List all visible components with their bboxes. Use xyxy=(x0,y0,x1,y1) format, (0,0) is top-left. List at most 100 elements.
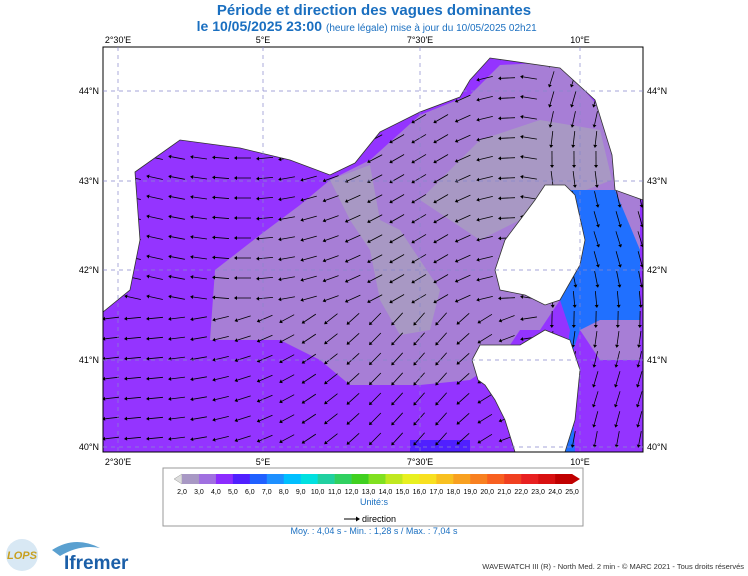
wave-arrowhead xyxy=(367,239,371,244)
colorbar-swatch xyxy=(419,474,437,484)
wave-arrow xyxy=(215,395,229,401)
wave-arrowhead xyxy=(640,244,643,248)
update-note: (heure légale) mise à jour du 10/05/2025… xyxy=(326,23,537,34)
wave-arrow xyxy=(171,396,185,400)
wave-arrow xyxy=(148,396,164,400)
wave-arrow xyxy=(258,296,274,300)
wave-arrow xyxy=(149,276,163,280)
wave-arrowhead xyxy=(212,437,216,442)
wave-arrowhead xyxy=(168,376,172,381)
wave-arrowhead xyxy=(454,119,459,123)
wave-arrowhead xyxy=(476,77,480,82)
wave-arrowhead xyxy=(367,279,371,284)
lat-label: 43°N xyxy=(647,176,667,186)
wave-arrowhead xyxy=(103,376,106,381)
wave-arrow xyxy=(391,134,405,142)
wave-arrow xyxy=(171,356,185,360)
wave-arrowhead xyxy=(456,321,461,325)
wave-arrow xyxy=(171,436,185,440)
colorbar-label: 17,0 xyxy=(430,489,444,496)
wave-arrowhead xyxy=(636,364,641,368)
wave-arrowhead xyxy=(212,275,216,280)
wave-arrow xyxy=(148,356,164,360)
wave-arrowhead xyxy=(548,84,552,88)
wave-arrowhead xyxy=(124,416,128,421)
wave-arrowhead xyxy=(369,341,373,346)
wave-arrow xyxy=(281,354,295,362)
wave-arrowhead xyxy=(369,441,373,446)
wave-arrowhead xyxy=(103,336,106,341)
wave-arrow xyxy=(347,214,361,222)
wave-arrow xyxy=(193,436,207,440)
wave-arrow xyxy=(500,77,516,79)
wave-arrow xyxy=(104,396,120,400)
wave-arrowhead xyxy=(124,294,128,299)
wave-arrowhead xyxy=(301,420,306,424)
wave-arrowhead xyxy=(413,321,417,326)
colorbar-swatch xyxy=(283,474,301,484)
wave-arrowhead xyxy=(617,204,622,208)
wave-arrow xyxy=(457,234,471,242)
wave-arrow xyxy=(615,211,621,225)
wave-arrow xyxy=(303,353,317,363)
wave-arrowhead xyxy=(592,384,596,388)
wave-arrow xyxy=(571,91,577,105)
wave-arrow xyxy=(214,157,230,159)
wave-arrow xyxy=(501,315,515,321)
wave-arrow xyxy=(259,434,273,442)
wave-arrow xyxy=(594,191,598,205)
colorbar-swatch xyxy=(198,474,217,484)
legend-direction: direction xyxy=(362,514,396,524)
wave-arrowhead xyxy=(279,419,283,424)
wave-arrow xyxy=(326,393,338,403)
wave-arrow xyxy=(415,312,425,324)
wave-arrow xyxy=(193,176,207,180)
wave-arrowhead xyxy=(637,324,642,328)
wave-arrowhead xyxy=(324,320,328,325)
wave-arrowhead xyxy=(190,377,194,382)
wave-arrowhead xyxy=(212,215,216,220)
wave-arrow xyxy=(171,416,185,420)
colorbar-label: 16,0 xyxy=(413,489,427,496)
wave-arrowhead xyxy=(411,279,415,284)
wave-arrow xyxy=(214,177,230,179)
footer: WAVEWATCH III (R) - North Med. 2 min - ©… xyxy=(482,562,744,571)
wave-arrowhead xyxy=(346,441,351,445)
wave-arrowhead xyxy=(477,439,482,444)
wave-arrow xyxy=(437,332,447,344)
wave-arrow xyxy=(104,316,120,320)
wave-arrowhead xyxy=(234,215,238,220)
wave-arrowhead xyxy=(190,255,194,259)
wave-arrowhead xyxy=(498,216,502,221)
wave-arrowhead xyxy=(476,277,480,282)
wave-arrowhead xyxy=(572,164,577,168)
wave-arrow xyxy=(148,316,164,320)
colorbar-swatch xyxy=(555,474,573,484)
wave-arrowhead xyxy=(548,124,553,128)
colorbar-swatch xyxy=(334,474,352,484)
sea-blue-violet xyxy=(410,440,470,452)
wave-arrowhead xyxy=(279,399,283,404)
wave-arrowhead xyxy=(146,234,150,239)
wave-arrowhead xyxy=(301,400,306,404)
wave-arrow xyxy=(458,313,470,323)
wave-arrowhead xyxy=(256,378,261,383)
wave-arrowhead xyxy=(411,139,415,144)
wave-arrow xyxy=(303,373,317,383)
wave-arrowhead xyxy=(278,197,282,202)
wave-arrow xyxy=(413,154,427,162)
wave-arrow xyxy=(500,97,516,99)
wave-arrow xyxy=(104,416,120,420)
wave-arrowhead xyxy=(212,337,216,342)
wave-arrowhead xyxy=(322,238,327,243)
wave-arrow xyxy=(127,296,141,300)
wave-arrow xyxy=(615,391,621,405)
wave-arrowhead xyxy=(520,194,524,199)
wave-arrowhead xyxy=(640,224,643,228)
wave-arrowhead xyxy=(570,104,575,108)
wave-arrowhead xyxy=(413,421,417,426)
wave-arrow xyxy=(303,413,317,423)
wave-arrow xyxy=(638,271,642,285)
wave-arrowhead xyxy=(595,204,600,208)
wave-arrow xyxy=(391,174,405,182)
